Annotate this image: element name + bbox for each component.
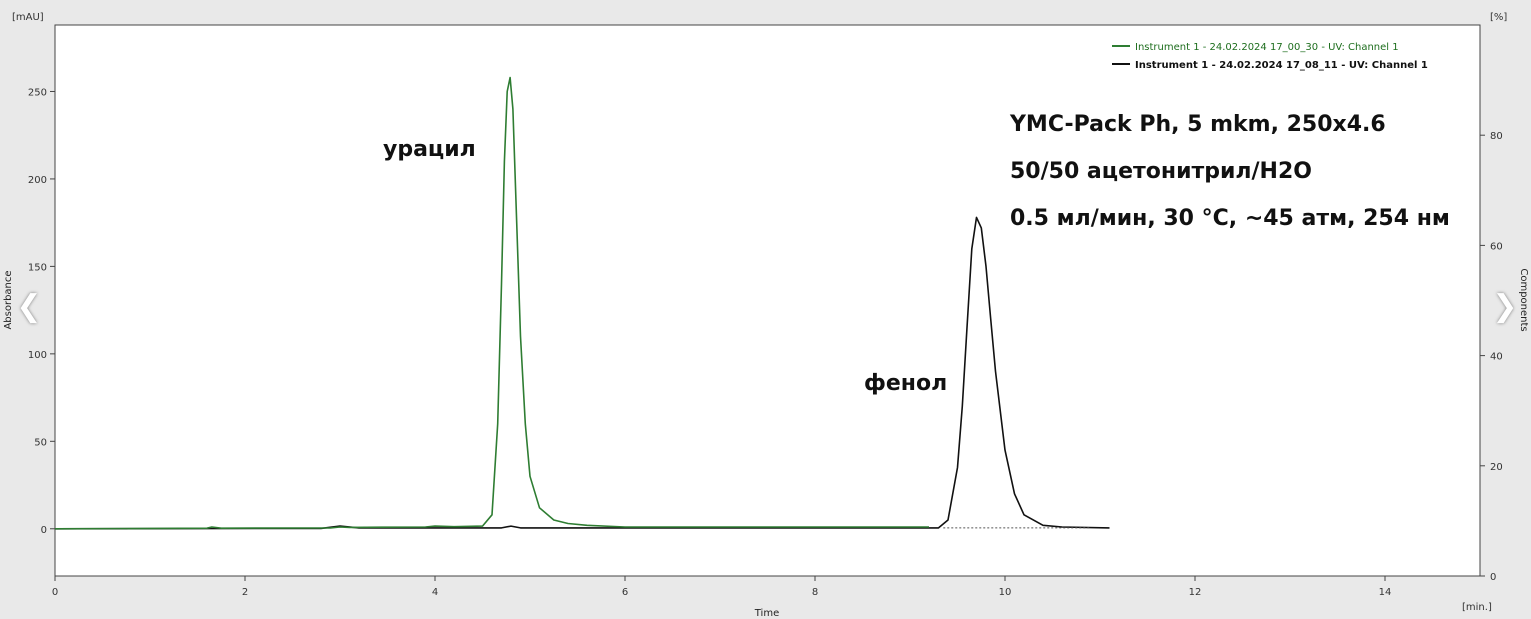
x-unit: [min.]: [1462, 602, 1492, 613]
peak-label-uracil: урацил: [383, 137, 476, 162]
x-axis-title: Time: [754, 608, 779, 619]
x-tick-label: 12: [1189, 587, 1202, 598]
plot-area: [54, 24, 1481, 577]
next-image-chevron-icon[interactable]: ❯: [1492, 289, 1518, 324]
x-tick-label: 6: [622, 587, 628, 598]
y-left-tick-label: 50: [34, 437, 47, 448]
x-tick-label: 2: [242, 587, 248, 598]
info-line-column: YMC-Pack Ph, 5 mkm, 250x4.6: [1009, 112, 1386, 137]
y-unit-left: [mAU]: [12, 12, 44, 23]
info-line-mobile-phase: 50/50 ацетонитрил/H2O: [1010, 159, 1312, 184]
x-tick-label: 14: [1379, 587, 1392, 598]
y-right-tick-label: 60: [1490, 241, 1503, 252]
y-left-tick-label: 100: [28, 350, 47, 361]
y-right-tick-label: 80: [1490, 131, 1503, 142]
peak-label-phenol: фенол: [864, 371, 947, 396]
y-unit-right: [%]: [1490, 12, 1507, 23]
legend-label-series-2: Instrument 1 - 24.02.2024 17_08_11 - UV:…: [1135, 60, 1428, 71]
x-tick-label: 8: [812, 587, 818, 598]
legend: Instrument 1 - 24.02.2024 17_00_30 - UV:…: [1112, 42, 1428, 71]
previous-image-chevron-icon[interactable]: ❮: [16, 289, 42, 324]
y-axis-right-ticks: 0 20 40 60 80: [1480, 131, 1503, 583]
x-tick-label: 0: [52, 587, 58, 598]
y-left-tick-label: 250: [28, 87, 47, 98]
y-left-tick-label: 200: [28, 175, 47, 186]
y-right-tick-label: 0: [1490, 572, 1496, 583]
y-right-tick-label: 40: [1490, 352, 1503, 363]
y-right-tick-label: 20: [1490, 462, 1503, 473]
x-tick-label: 4: [432, 587, 438, 598]
y-left-tick-label: 150: [28, 262, 47, 273]
x-axis-ticks: 0 2 4 6 8 10 12 14: [52, 576, 1392, 598]
y-left-tick-label: 0: [41, 525, 47, 536]
series-line-2: [54, 216, 1110, 530]
legend-label-series-1: Instrument 1 - 24.02.2024 17_00_30 - UV:…: [1135, 42, 1399, 53]
series-group: [54, 76, 1110, 530]
y-axis-left-title: Absorbance: [3, 270, 14, 329]
series-line-1: [54, 76, 929, 530]
y-axis-right-title: Components: [1518, 268, 1529, 331]
y-axis-left-ticks: 0 50 100 150 200 250: [28, 87, 55, 536]
info-line-conditions: 0.5 мл/мин, 30 °C, ~45 атм, 254 нм: [1010, 206, 1450, 231]
x-tick-label: 10: [999, 587, 1012, 598]
